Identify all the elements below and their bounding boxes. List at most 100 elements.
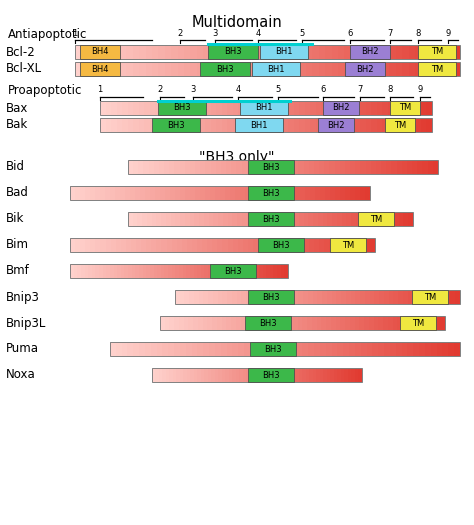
Bar	[360, 290, 365, 304]
Bar	[337, 290, 342, 304]
Bar	[208, 290, 213, 304]
Bar	[133, 118, 139, 132]
Bar	[75, 62, 460, 76]
Bar	[261, 45, 268, 59]
Bar	[235, 186, 240, 200]
Bar	[417, 316, 421, 330]
Bar	[125, 264, 128, 278]
Bar	[141, 238, 146, 252]
Text: 1: 1	[97, 86, 103, 94]
Bar	[314, 238, 319, 252]
Bar	[412, 290, 418, 304]
Bar	[273, 238, 279, 252]
Text: Bnip3L: Bnip3L	[6, 317, 46, 330]
Bar	[267, 368, 271, 382]
Bar	[344, 118, 349, 132]
Bar	[415, 45, 422, 59]
Bar	[139, 101, 145, 115]
Bar	[299, 212, 304, 226]
Bar	[218, 238, 223, 252]
Bar	[165, 186, 170, 200]
Bar	[228, 238, 233, 252]
Bar	[316, 118, 322, 132]
Bar	[221, 342, 227, 356]
Bar	[252, 160, 257, 174]
Bar	[327, 290, 332, 304]
Bar	[381, 160, 387, 174]
Bar	[250, 342, 296, 356]
Bar	[399, 101, 405, 115]
Bar	[127, 45, 133, 59]
Bar	[95, 238, 101, 252]
Text: TM: TM	[370, 215, 382, 224]
Bar	[248, 238, 253, 252]
Bar	[356, 160, 361, 174]
Bar	[238, 118, 244, 132]
Bar	[242, 62, 248, 76]
Bar	[243, 238, 248, 252]
Text: 2: 2	[157, 86, 163, 94]
Bar	[382, 101, 388, 115]
Bar	[235, 118, 283, 132]
Bar	[220, 186, 225, 200]
Bar	[421, 62, 428, 76]
Bar	[348, 368, 352, 382]
Bar	[88, 62, 94, 76]
Bar	[330, 238, 366, 252]
Text: BH3: BH3	[262, 215, 280, 224]
Bar	[166, 101, 172, 115]
Bar	[340, 186, 345, 200]
Bar	[306, 62, 313, 76]
Bar	[120, 45, 127, 59]
Bar	[397, 160, 402, 174]
Bar	[261, 118, 266, 132]
Bar	[390, 101, 420, 115]
Bar	[345, 62, 351, 76]
Bar	[365, 212, 371, 226]
Bar	[294, 238, 299, 252]
Bar	[281, 264, 285, 278]
Text: 9: 9	[446, 28, 451, 37]
Bar	[254, 368, 257, 382]
Text: Bnip3: Bnip3	[6, 290, 40, 303]
Bar	[187, 238, 192, 252]
Bar	[139, 342, 146, 356]
Bar	[308, 290, 313, 304]
Bar	[94, 45, 101, 59]
Bar	[180, 160, 185, 174]
Bar	[227, 118, 233, 132]
Bar	[139, 118, 145, 132]
Bar	[219, 368, 222, 382]
Bar	[180, 342, 186, 356]
Bar	[327, 368, 331, 382]
Bar	[136, 264, 139, 278]
Bar	[350, 316, 355, 330]
Bar	[306, 45, 313, 59]
Bar	[238, 238, 243, 252]
Bar	[428, 160, 433, 174]
Bar	[179, 264, 183, 278]
Bar	[100, 186, 105, 200]
Bar	[313, 212, 319, 226]
Bar	[238, 342, 245, 356]
Bar	[319, 62, 326, 76]
Bar	[197, 62, 204, 76]
Text: 4: 4	[236, 86, 241, 94]
Bar	[317, 316, 322, 330]
Bar	[156, 212, 162, 226]
Bar	[314, 160, 319, 174]
Bar	[213, 212, 219, 226]
Bar	[425, 342, 431, 356]
Bar	[170, 368, 173, 382]
Bar	[144, 160, 149, 174]
Bar	[162, 238, 167, 252]
Bar	[205, 186, 210, 200]
Bar	[237, 290, 242, 304]
Bar	[216, 118, 222, 132]
Bar	[222, 101, 228, 115]
Bar	[446, 290, 451, 304]
Bar	[126, 238, 131, 252]
Bar	[323, 101, 359, 115]
Bar	[151, 342, 157, 356]
Bar	[434, 62, 441, 76]
